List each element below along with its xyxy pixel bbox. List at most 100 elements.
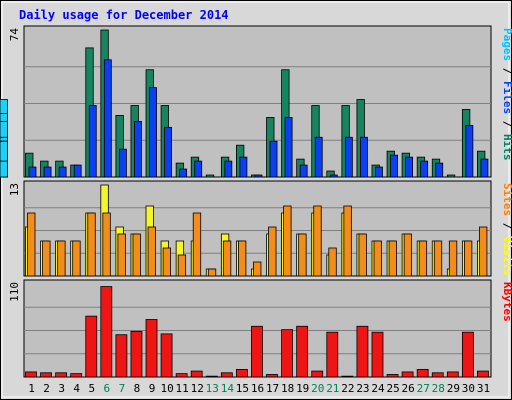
legend-entry: Hits bbox=[501, 134, 512, 161]
bar-sites-day-30 bbox=[463, 240, 473, 277]
bar-sites-day-13 bbox=[207, 268, 217, 277]
bar-files-day-22 bbox=[344, 136, 353, 178]
bar-kbytes-day-22 bbox=[341, 375, 354, 378]
bar-kbytes-day-12 bbox=[190, 370, 203, 378]
scale-label-top: 74 bbox=[8, 28, 21, 42]
bar-files-day-2 bbox=[43, 166, 52, 178]
bar-kbytes-day-5 bbox=[85, 315, 98, 378]
bar-files-day-11 bbox=[179, 168, 188, 178]
x-tick-label: 25 bbox=[386, 382, 399, 395]
bar-kbytes-day-18 bbox=[281, 329, 293, 378]
x-tick-label: 10 bbox=[160, 382, 173, 395]
bar-files-day-8 bbox=[134, 120, 142, 178]
x-tick-label: 3 bbox=[58, 382, 65, 395]
bar-kbytes-day-16 bbox=[251, 325, 263, 378]
bar-kbytes-day-27 bbox=[416, 368, 429, 378]
bar-files-day-6 bbox=[103, 59, 112, 178]
bar-kbytes-day-6 bbox=[100, 286, 113, 378]
bar-kbytes-day-19 bbox=[296, 325, 309, 378]
series-sites bbox=[27, 205, 488, 277]
bar-sites-day-22 bbox=[343, 205, 352, 277]
bar-kbytes-day-8 bbox=[130, 330, 143, 378]
bar-sites-day-15 bbox=[238, 240, 247, 277]
x-tick-label: 11 bbox=[176, 382, 189, 395]
legend-entry: Visits bbox=[501, 236, 512, 276]
legend-entry: Files bbox=[501, 81, 512, 114]
bar-kbytes-day-23 bbox=[356, 325, 369, 378]
x-tick-label: 22 bbox=[341, 382, 354, 395]
bar-sites-day-1 bbox=[27, 212, 36, 277]
bar-kbytes-day-20 bbox=[311, 370, 324, 378]
bar-sites-day-20 bbox=[313, 205, 322, 277]
x-tick-label: 19 bbox=[296, 382, 309, 395]
bar-files-day-23 bbox=[360, 136, 368, 178]
x-tick-label: 4 bbox=[73, 382, 80, 395]
bar-sites-day-8 bbox=[132, 233, 141, 277]
bar-kbytes-day-9 bbox=[145, 319, 158, 378]
x-tick-label: 18 bbox=[281, 382, 294, 395]
bar-files-day-26 bbox=[405, 156, 414, 178]
legend-middle: Sites / Visits bbox=[501, 183, 512, 276]
bar-kbytes-day-10 bbox=[160, 333, 173, 378]
bar-files-day-14 bbox=[224, 160, 233, 178]
x-tick-label: 15 bbox=[236, 382, 249, 395]
x-tick-label: 6 bbox=[104, 382, 111, 395]
x-tick-label: 14 bbox=[221, 382, 235, 395]
scale-label-middle: 13 bbox=[8, 183, 21, 196]
legend-top: Pages / Files / Hits bbox=[501, 28, 512, 161]
x-tick-label: 5 bbox=[88, 382, 95, 395]
bar-sites-day-23 bbox=[358, 233, 367, 277]
bar-sites-day-31 bbox=[479, 226, 488, 277]
chart-panels: 74 Pages / Files / Hits 13 Sites / Visits 11… bbox=[0, 25, 512, 378]
x-tick-label: 13 bbox=[206, 382, 219, 395]
bar-kbytes-day-31 bbox=[477, 370, 489, 378]
bar-sites-day-24 bbox=[373, 240, 382, 277]
chart-title: Daily usage for December 2014 bbox=[19, 8, 229, 22]
panel-top: 74 Pages / Files / Hits bbox=[0, 25, 512, 178]
bar-sites-day-11 bbox=[177, 254, 187, 277]
bar-files-day-20 bbox=[314, 136, 323, 178]
bar-files-day-1 bbox=[28, 166, 37, 178]
bar-sites-day-17 bbox=[268, 226, 277, 277]
bar-kbytes-day-24 bbox=[371, 331, 384, 378]
scale-label-bottom: 110 bbox=[8, 282, 21, 302]
legend-entry: / bbox=[501, 61, 512, 81]
x-tick-label: 2 bbox=[43, 382, 50, 395]
bar-sites-day-29 bbox=[448, 240, 458, 277]
bar-sites-day-9 bbox=[147, 226, 156, 277]
panel-bottom: 110 KBytes bbox=[8, 279, 512, 378]
x-tick-label: 26 bbox=[402, 382, 415, 395]
bar-files-day-9 bbox=[149, 87, 157, 178]
bar-files-day-15 bbox=[239, 156, 248, 178]
bar-hits-day-13 bbox=[205, 174, 215, 178]
bar-kbytes-day-30 bbox=[461, 331, 474, 378]
x-tick-label: 7 bbox=[119, 382, 126, 395]
bar-sites-day-28 bbox=[433, 240, 443, 277]
bar-kbytes-day-25 bbox=[386, 374, 399, 378]
bar-files-day-4 bbox=[73, 164, 82, 178]
bar-sites-day-6 bbox=[102, 212, 111, 277]
bar-hits-day-29 bbox=[446, 174, 456, 178]
series-files bbox=[28, 59, 489, 178]
x-tick-label: 24 bbox=[371, 382, 385, 395]
bar-sites-day-3 bbox=[57, 240, 66, 277]
bar-files-day-21 bbox=[329, 174, 338, 178]
bar-kbytes-day-28 bbox=[431, 372, 444, 378]
bar-sites-day-25 bbox=[388, 240, 397, 277]
x-tick-label: 12 bbox=[191, 382, 204, 395]
bar-kbytes-day-4 bbox=[70, 373, 83, 378]
x-tick-label: 23 bbox=[356, 382, 369, 395]
bar-kbytes-day-26 bbox=[401, 371, 414, 378]
bar-kbytes-day-2 bbox=[40, 372, 52, 378]
bar-sites-day-27 bbox=[418, 240, 428, 277]
bar-files-day-19 bbox=[299, 164, 308, 178]
x-tick-label: 17 bbox=[266, 382, 279, 395]
x-tick-label: 8 bbox=[134, 382, 141, 395]
bar-files-day-16 bbox=[254, 174, 263, 178]
bar-kbytes-day-11 bbox=[175, 373, 188, 378]
bar-sites-day-5 bbox=[87, 212, 96, 277]
x-tick-label: 27 bbox=[417, 382, 430, 395]
bar-kbytes-day-7 bbox=[115, 334, 128, 378]
bar-files-day-24 bbox=[375, 166, 383, 178]
